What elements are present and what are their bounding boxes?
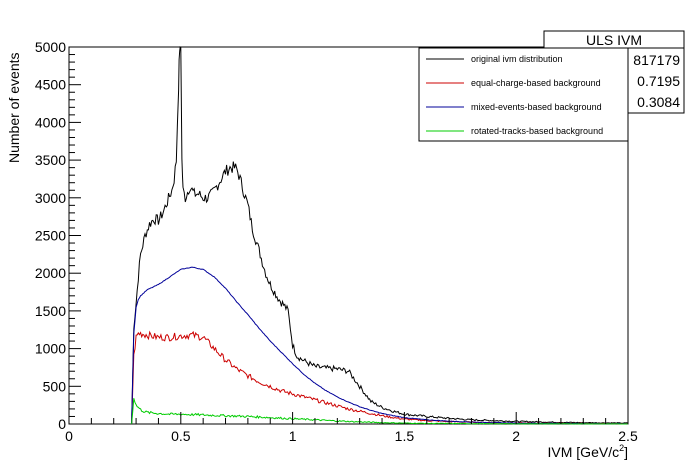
legend-label: equal-charge-based background xyxy=(471,78,601,88)
x-axis-title-close: ] xyxy=(624,444,628,460)
series-layer xyxy=(131,46,629,425)
y-tick-label: 3000 xyxy=(35,190,66,206)
stats-value-mean: 0.7195 xyxy=(637,73,680,89)
y-tick-label: 3500 xyxy=(35,152,66,168)
y-tick-label: 4000 xyxy=(35,114,66,130)
legend-label: rotated-tracks-based background xyxy=(471,126,603,136)
legend-items: original ivm distribution equal-charge-ba… xyxy=(426,54,603,136)
x-axis-title-main: IVM [GeV/c xyxy=(548,444,620,460)
axis-layer: 0 0.5 1 1.5 2 2.5 0 500 1000 1500 2000 2500 3000 3500… xyxy=(35,39,638,444)
series-line-1 xyxy=(131,46,629,425)
y-tick-label: 4500 xyxy=(35,77,66,93)
series-line-2 xyxy=(131,330,629,425)
legend-label: original ivm distribution xyxy=(471,54,563,64)
y-tick-label: 1500 xyxy=(35,303,66,319)
legend-label: mixed-events-based background xyxy=(471,102,602,112)
x-axis-title-sup: 2 xyxy=(619,443,624,453)
y-tick-label: 2000 xyxy=(35,265,66,281)
y-tick-label: 0 xyxy=(58,416,66,432)
series-line-3 xyxy=(131,266,629,425)
x-tick-label: 0 xyxy=(65,428,73,444)
legend: original ivm distribution equal-charge-ba… xyxy=(418,47,629,142)
x-tick-label: 2.5 xyxy=(618,428,638,444)
x-tick-label: 0.5 xyxy=(171,428,191,444)
series-line-4 xyxy=(131,398,629,425)
stats-box-title: ULS IVM xyxy=(586,32,642,48)
x-axis-title: IVM [GeV/c2] xyxy=(548,443,628,460)
stats-value-stddev: 0.3084 xyxy=(637,94,680,110)
y-tick-label: 2500 xyxy=(35,228,66,244)
y-axis-title: Number of events xyxy=(6,53,22,164)
x-tick-label: 1.5 xyxy=(395,428,415,444)
y-tick-label: 1000 xyxy=(35,341,66,357)
y-tick-label: 5000 xyxy=(35,39,66,55)
x-tick-label: 2 xyxy=(512,428,520,444)
stats-value-entries: 817179 xyxy=(633,52,680,68)
x-tick-label: 1 xyxy=(289,428,297,444)
y-tick-label: 500 xyxy=(43,378,67,394)
